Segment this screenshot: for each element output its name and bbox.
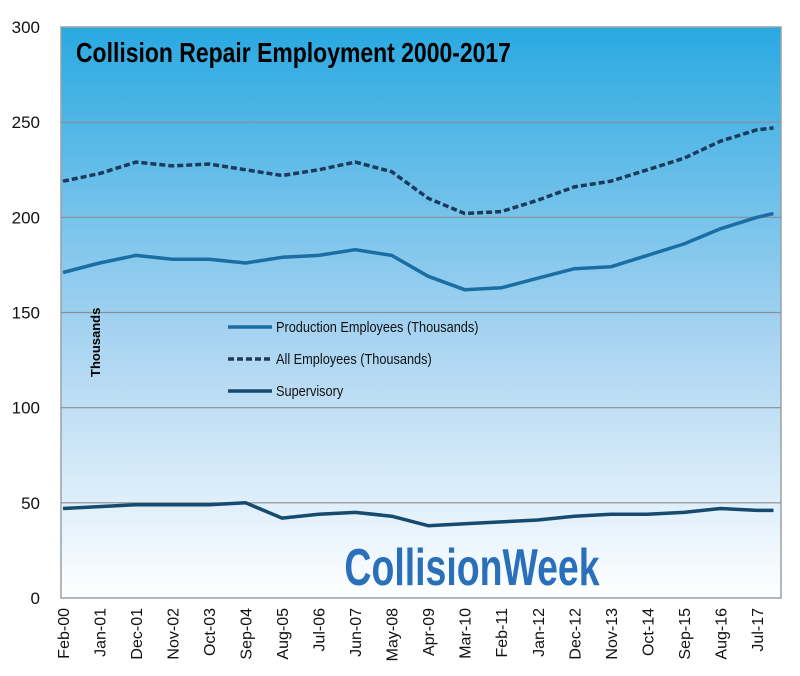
x-tick-label: Aug-05 xyxy=(275,608,292,660)
y-axis-label: Thousands xyxy=(88,308,103,377)
x-tick-label: Oct-03 xyxy=(202,608,219,656)
y-tick-label: 250 xyxy=(12,113,40,132)
chart-title: Collision Repair Employment 2000-2017 xyxy=(76,38,511,69)
y-tick-label: 150 xyxy=(12,304,40,323)
x-tick-label: Mar-10 xyxy=(458,608,475,659)
y-tick-label: 100 xyxy=(12,399,40,418)
y-tick-label: 50 xyxy=(21,494,40,513)
y-tick-label: 300 xyxy=(12,18,40,37)
x-tick-label: Nov-02 xyxy=(166,608,183,660)
watermark-logo: CollisionWeek xyxy=(344,538,600,597)
x-tick-label: Jul-06 xyxy=(312,608,329,652)
x-tick-label: Feb-11 xyxy=(494,608,511,658)
legend-label: Supervisory xyxy=(276,382,343,399)
x-tick-label: Sep-15 xyxy=(677,608,694,660)
legend-item: All Employees (Thousands) xyxy=(228,350,432,367)
x-tick-label: Dec-12 xyxy=(567,608,584,660)
x-tick-label: Oct-14 xyxy=(640,608,657,656)
x-tick-label: Apr-09 xyxy=(421,608,438,656)
x-tick-label: Aug-16 xyxy=(713,608,730,660)
y-tick-label: 200 xyxy=(12,208,40,227)
x-tick-label: Jul-17 xyxy=(750,608,767,652)
x-tick-label: Dec-01 xyxy=(129,608,146,660)
y-tick-label: 0 xyxy=(31,589,40,608)
x-tick-label: Jan-12 xyxy=(531,608,548,657)
legend-item: Production Employees (Thousands) xyxy=(228,318,478,335)
x-tick-label: Jun-07 xyxy=(348,608,365,657)
x-tick-label: Jan-01 xyxy=(93,608,110,657)
x-tick-label: Feb-00 xyxy=(56,608,73,659)
legend-item: Supervisory xyxy=(228,382,343,399)
legend-label: Production Employees (Thousands) xyxy=(276,318,478,335)
legend-label: All Employees (Thousands) xyxy=(276,350,432,367)
x-tick-label: May-08 xyxy=(385,608,402,661)
x-tick-label: Sep-04 xyxy=(239,608,256,660)
x-tick-label: Nov-13 xyxy=(604,608,621,660)
